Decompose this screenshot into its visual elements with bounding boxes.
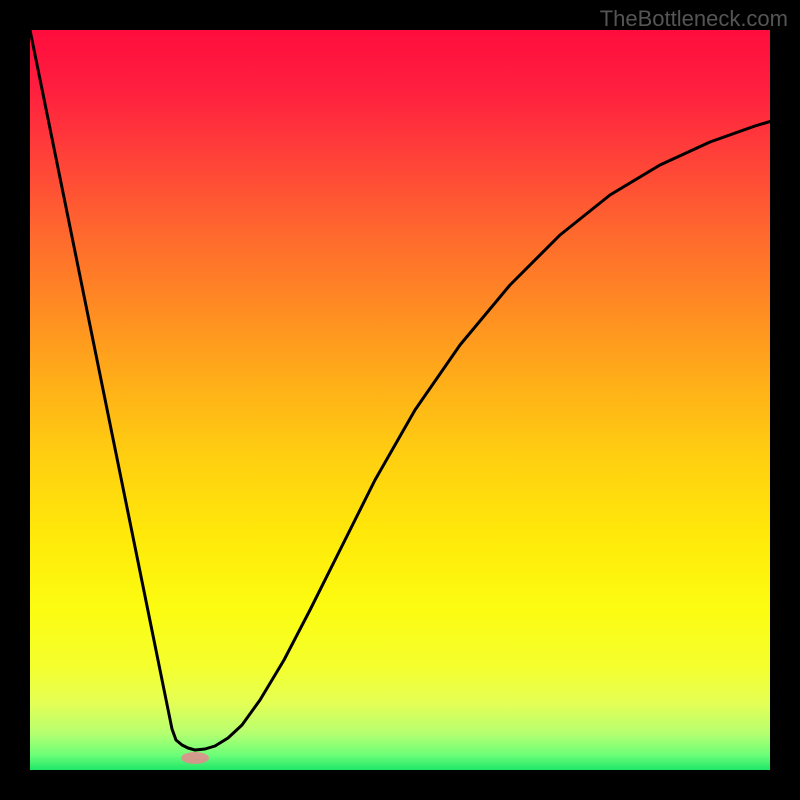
bottleneck-marker <box>181 752 209 764</box>
watermark-text: TheBottleneck.com <box>600 6 788 32</box>
bottleneck-chart: TheBottleneck.com <box>0 0 800 800</box>
gradient-background <box>30 30 770 770</box>
chart-svg <box>0 0 800 800</box>
